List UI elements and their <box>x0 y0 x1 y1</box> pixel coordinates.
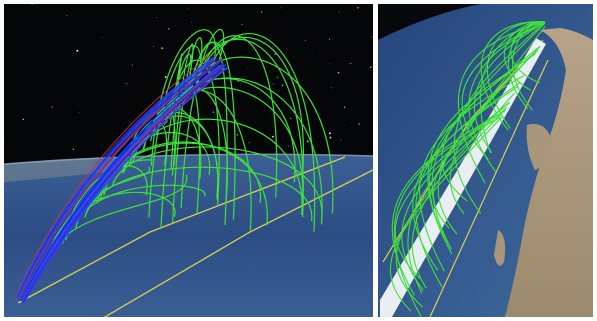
star <box>213 112 214 113</box>
star <box>4 142 5 143</box>
star <box>67 15 68 16</box>
star <box>344 107 345 108</box>
star <box>23 119 25 121</box>
star <box>339 12 340 13</box>
star <box>350 63 352 65</box>
star <box>132 64 133 65</box>
star <box>33 20 34 21</box>
star <box>273 83 274 84</box>
star <box>329 63 330 64</box>
star <box>370 67 371 68</box>
star <box>371 36 372 37</box>
star <box>338 72 340 74</box>
star <box>73 149 74 150</box>
star <box>76 50 78 52</box>
star <box>307 140 309 142</box>
star <box>188 9 189 10</box>
star <box>102 37 103 38</box>
star <box>329 132 331 134</box>
star <box>51 106 53 108</box>
star <box>237 81 238 82</box>
star <box>288 145 289 146</box>
star <box>331 87 332 88</box>
page: (() => { const NS = 'http://www.w3.org/2… <box>0 0 597 321</box>
star <box>281 7 282 8</box>
star <box>156 17 157 18</box>
star <box>329 137 331 139</box>
star <box>344 125 345 126</box>
left-panel <box>4 4 373 321</box>
star <box>277 77 279 79</box>
star <box>126 83 127 84</box>
star <box>358 123 359 124</box>
star <box>329 39 330 40</box>
star <box>357 7 359 9</box>
star <box>282 85 283 86</box>
star <box>31 4 32 5</box>
star <box>165 76 167 78</box>
divider <box>373 0 378 321</box>
star <box>78 105 79 106</box>
star <box>313 54 314 55</box>
star <box>261 11 262 12</box>
right-panel <box>378 4 593 319</box>
star <box>274 53 276 55</box>
star <box>305 40 306 41</box>
star <box>161 47 163 49</box>
scene <box>0 0 597 321</box>
star <box>241 24 242 25</box>
star <box>168 28 169 29</box>
star <box>191 22 192 23</box>
star <box>272 136 274 138</box>
star <box>290 118 291 119</box>
star <box>249 142 250 143</box>
star <box>247 68 248 69</box>
star <box>32 65 33 66</box>
star <box>340 140 341 141</box>
star <box>78 112 79 113</box>
star <box>153 46 154 47</box>
star <box>236 134 238 136</box>
star <box>297 135 298 136</box>
